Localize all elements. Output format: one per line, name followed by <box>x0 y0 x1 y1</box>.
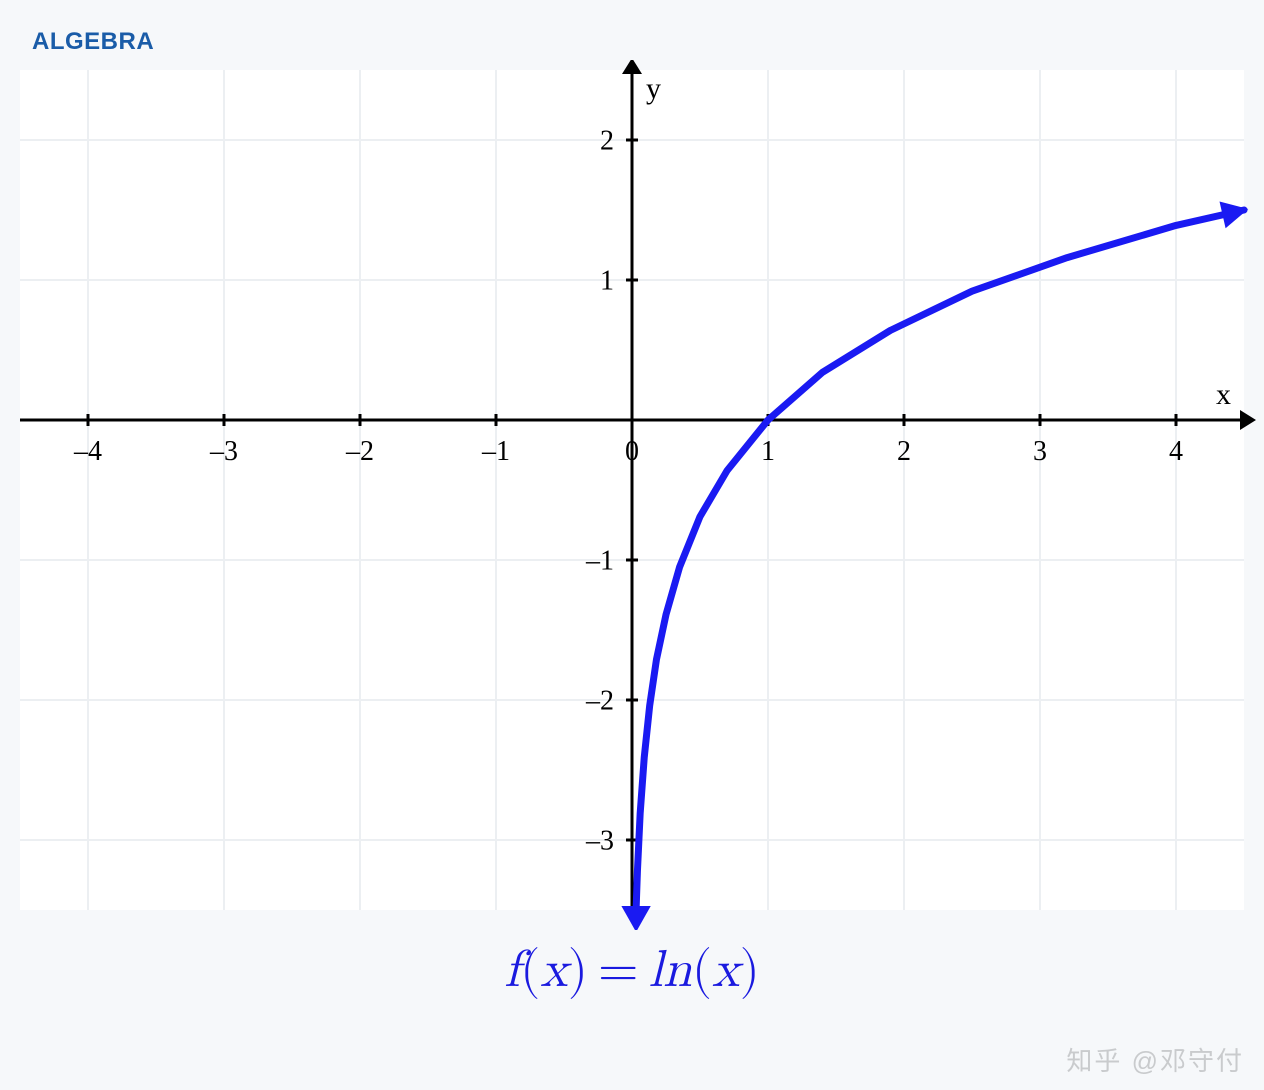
formula-label: f(x)=ln(x) <box>0 940 1264 1002</box>
svg-text:–3: –3 <box>209 436 238 467</box>
category-label: ALGEBRA <box>32 28 154 56</box>
svg-text:2: 2 <box>600 125 614 156</box>
watermark: 知乎 @邓守付 <box>1066 1041 1244 1078</box>
svg-text:1: 1 <box>761 436 775 467</box>
svg-text:x: x <box>1216 378 1231 411</box>
svg-text:3: 3 <box>1033 436 1047 467</box>
svg-text:–4: –4 <box>73 436 102 467</box>
svg-text:2: 2 <box>897 436 911 467</box>
svg-text:0: 0 <box>625 436 639 467</box>
svg-text:–2: –2 <box>345 436 374 467</box>
svg-text:–1: –1 <box>585 545 614 576</box>
svg-text:1: 1 <box>600 265 614 296</box>
svg-text:–3: –3 <box>585 825 614 856</box>
svg-text:–2: –2 <box>585 685 614 716</box>
svg-text:y: y <box>646 72 661 105</box>
ln-chart: x y –4 –3 –2 –1 0 1 2 3 4 –3 –2 –1 1 2 <box>0 60 1264 930</box>
svg-text:4: 4 <box>1169 436 1183 467</box>
svg-text:–1: –1 <box>481 436 510 467</box>
